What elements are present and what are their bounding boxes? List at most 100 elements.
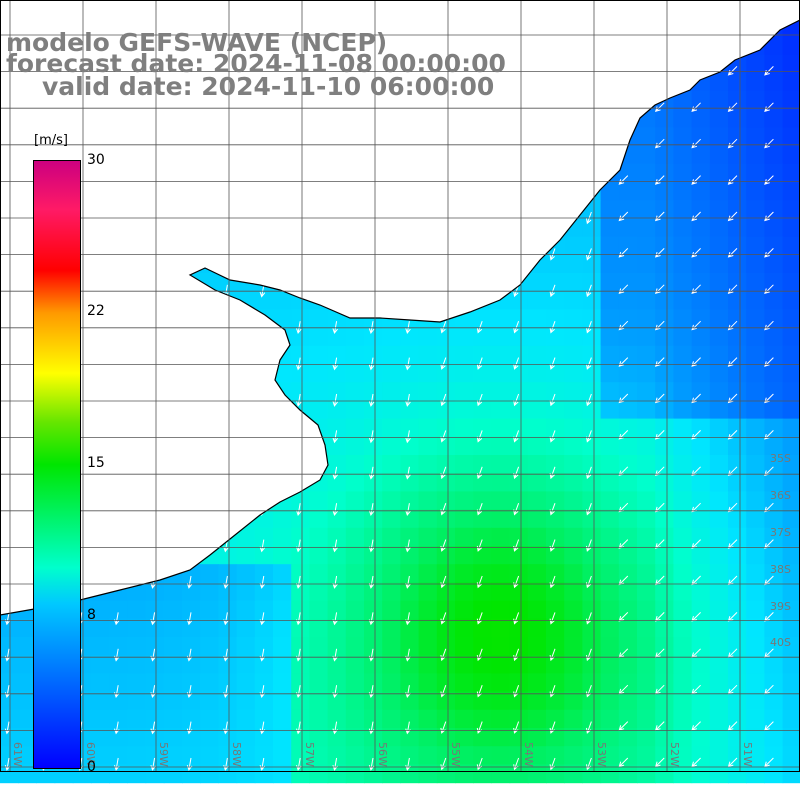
wind-arrow bbox=[549, 321, 556, 334]
wind-arrow bbox=[368, 539, 375, 553]
colorbar bbox=[33, 160, 81, 769]
wind-arrow bbox=[296, 539, 302, 553]
latitude-label: 38S bbox=[770, 563, 791, 576]
wind-arrow bbox=[586, 648, 592, 662]
wind-arrow bbox=[586, 248, 592, 261]
wind-arrow bbox=[764, 211, 774, 222]
wind-arrow bbox=[618, 248, 629, 258]
wind-arrow bbox=[259, 539, 266, 553]
colorbar-tick: 15 bbox=[87, 455, 105, 471]
wind-arrow bbox=[150, 612, 156, 626]
wind-arrow bbox=[368, 430, 375, 444]
wind-arrow bbox=[764, 575, 774, 586]
wind-arrow bbox=[513, 648, 520, 662]
wind-arrow bbox=[764, 284, 774, 295]
colorbar-tick: 0 bbox=[87, 759, 96, 775]
wind-arrow bbox=[618, 320, 629, 331]
wind-arrow bbox=[296, 575, 302, 589]
wind-arrow bbox=[332, 503, 338, 517]
longitude-label: 56W bbox=[376, 742, 389, 767]
wind-arrow bbox=[654, 211, 665, 222]
wind-arrow bbox=[296, 357, 302, 371]
wind-arrow bbox=[586, 284, 592, 298]
wind-arrow bbox=[764, 248, 774, 258]
wind-arrow bbox=[727, 575, 738, 586]
wind-arrow bbox=[368, 393, 375, 407]
latitude-label: 37S bbox=[770, 526, 791, 539]
wind-arrow bbox=[727, 248, 738, 258]
wind-arrow bbox=[654, 757, 665, 768]
wind-arrow bbox=[440, 430, 447, 443]
wind-arrow bbox=[549, 357, 556, 370]
wind-arrow bbox=[440, 357, 447, 370]
wind-arrow bbox=[654, 320, 665, 331]
wind-arrow bbox=[618, 575, 629, 586]
wind-arrow bbox=[476, 393, 483, 407]
wind-arrow bbox=[368, 503, 375, 517]
wind-arrow bbox=[476, 648, 483, 662]
wind-arrow bbox=[764, 320, 774, 331]
colorbar-tick: 8 bbox=[87, 607, 96, 623]
wind-arrow bbox=[296, 503, 302, 517]
wind-arrow bbox=[513, 685, 520, 698]
wind-arrow bbox=[764, 757, 774, 768]
wind-arrow bbox=[618, 757, 629, 768]
wind-arrow bbox=[727, 175, 738, 185]
longitude-label: 51W bbox=[741, 742, 754, 767]
wind-arrow bbox=[549, 248, 556, 261]
latitude-label: 40S bbox=[770, 636, 791, 649]
wind-arrow bbox=[368, 612, 375, 626]
wind-arrow bbox=[440, 393, 447, 407]
wind-arrow bbox=[586, 321, 592, 334]
colorbar-tick: 30 bbox=[87, 152, 105, 168]
colorbar-tick: 22 bbox=[87, 303, 105, 319]
wind-arrow bbox=[476, 321, 483, 334]
wind-arrow bbox=[691, 175, 701, 185]
model-title: modelo GEFS-WAVE (NCEP) bbox=[6, 28, 388, 57]
wind-arrow bbox=[691, 284, 701, 295]
wind-arrow bbox=[405, 612, 411, 626]
wind-arrow bbox=[727, 320, 738, 331]
forecast-date: forecast date: 2024-11-08 00:00:00 bbox=[6, 49, 506, 78]
latitude-label: 36S bbox=[770, 489, 791, 502]
wind-arrow bbox=[549, 648, 556, 662]
longitude-label: 59W bbox=[157, 742, 170, 767]
wind-arrow bbox=[476, 685, 483, 698]
wind-arrow bbox=[296, 612, 302, 626]
wind-arrow bbox=[332, 393, 338, 407]
wind-arrow bbox=[332, 430, 338, 444]
wind-arrow bbox=[186, 575, 193, 589]
wind-arrow bbox=[586, 357, 592, 370]
wind-arrow bbox=[586, 466, 592, 480]
wind-arrow bbox=[549, 393, 556, 407]
wind-arrow bbox=[296, 321, 302, 335]
wind-arrow bbox=[549, 466, 556, 480]
longitude-label: 60W bbox=[84, 742, 97, 767]
wind-arrow bbox=[654, 284, 665, 295]
wind-arrow bbox=[368, 357, 375, 371]
valid-date: valid date: 2024-11-10 06:00:00 bbox=[42, 72, 495, 101]
wind-arrow bbox=[654, 575, 665, 586]
wind-arrow bbox=[691, 320, 701, 331]
wind-arrow bbox=[618, 211, 629, 222]
wind-arrow bbox=[405, 539, 411, 553]
wind-arrow bbox=[440, 685, 447, 698]
wind-arrow bbox=[549, 430, 556, 443]
longitude-label: 53W bbox=[595, 742, 608, 767]
wind-arrow bbox=[513, 430, 520, 443]
longitude-label: 55W bbox=[449, 742, 462, 767]
wind-arrow bbox=[513, 321, 520, 334]
wind-arrow bbox=[368, 321, 375, 335]
wind-arrow bbox=[513, 466, 520, 480]
wind-arrow bbox=[332, 466, 338, 480]
wind-arrow bbox=[727, 757, 738, 768]
wind-arrow bbox=[332, 539, 338, 553]
wind-arrow bbox=[476, 357, 483, 370]
wind-arrow bbox=[405, 321, 411, 335]
longitude-label: 57W bbox=[303, 742, 316, 767]
wind-arrow bbox=[764, 175, 774, 185]
wind-arrow bbox=[654, 248, 665, 258]
wind-arrow bbox=[691, 248, 701, 258]
wind-arrow bbox=[296, 393, 302, 407]
graticule-labels: 61W 60W 59W 58W 57W 56W 55W 54W 53W 52W 51W 35S 36S 3… bbox=[11, 452, 791, 767]
